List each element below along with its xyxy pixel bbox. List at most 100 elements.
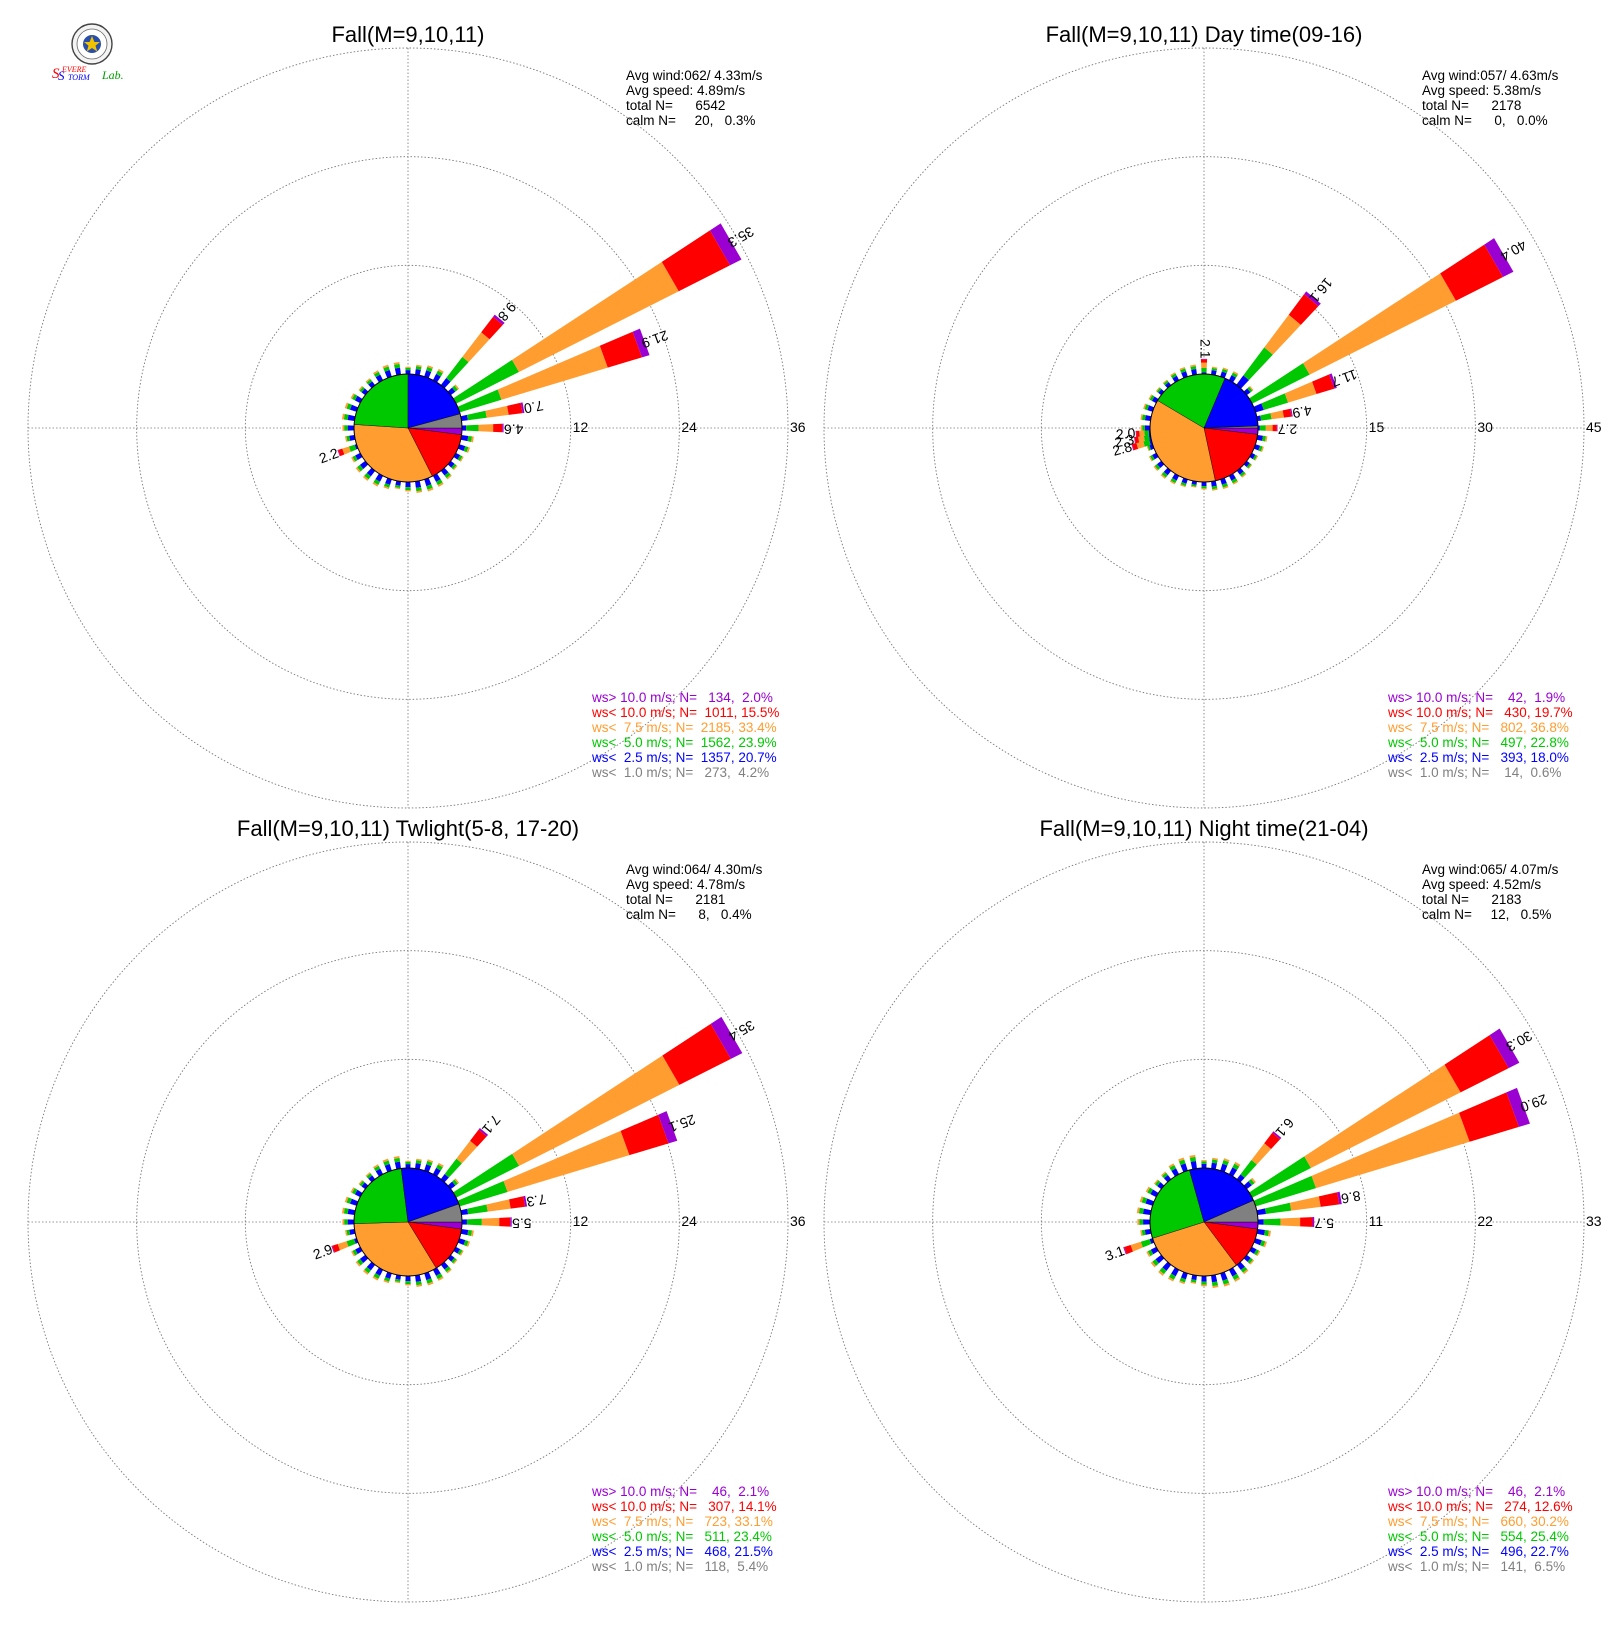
rose-petal-segment [1155, 386, 1160, 392]
rose-petal-segment [375, 1168, 384, 1177]
rose-petal-segment [1178, 1159, 1186, 1166]
rose-petal-segment [1178, 1157, 1185, 1162]
rose-petal-segment [366, 379, 373, 385]
rose-petal-segment [343, 413, 349, 421]
rose-petal-segment [344, 425, 348, 431]
rose-petal-segment [1144, 430, 1150, 436]
rose-petal-segment [365, 1172, 371, 1177]
rose-petal-segment [1228, 1167, 1238, 1177]
rose-petal-segment [1253, 403, 1264, 413]
rose-petal-segment [437, 482, 444, 487]
rose-petal-segment [1303, 273, 1456, 375]
rose-petal-segment [345, 1230, 348, 1236]
rose-petal-segment [415, 1160, 422, 1164]
rose-petal-segment [1264, 1132, 1281, 1149]
rose-petal-segment [457, 444, 466, 451]
panel-title: Fall(M=9,10,11) [331, 22, 484, 47]
rose-petal-segment [1133, 437, 1136, 444]
legend-entry: ws< 2.5 m/s; N= 468, 21.5% [591, 1544, 773, 1559]
rose-petal-segment [427, 487, 434, 492]
rose-petal-segment [1260, 413, 1272, 421]
rose-petal-segment [1141, 1229, 1146, 1236]
rose-petal-segment [355, 1261, 361, 1267]
rose-petal-segment [373, 1165, 381, 1172]
speed-share-slice-green [353, 373, 409, 429]
rose-petal-segment [1272, 424, 1277, 432]
rose-petal-segment [1304, 291, 1321, 307]
radial-tick-label: 33 [1586, 1213, 1602, 1229]
rose-petal-segment [444, 472, 451, 479]
rose-petal-segment [1190, 364, 1196, 367]
rose-petal-segment [384, 1163, 392, 1173]
rose-petal-segment [1222, 367, 1229, 371]
rose-petal-segment [1136, 1207, 1140, 1214]
rose-petal-segment [1161, 471, 1168, 478]
rose-petal-segment [1169, 1164, 1176, 1171]
rose-petal-segment [352, 455, 358, 462]
wind-rose-panel-2: 15 30 45 Fall(M=9,10,11) Day time(09-16) Avg… [823, 22, 1602, 809]
rose-petal-segment [444, 1158, 462, 1178]
rose-petal-segment [382, 1158, 389, 1163]
rose-petal-segment [1254, 455, 1259, 461]
rose-petal-segment [348, 444, 357, 452]
rose-petal-segment [350, 1187, 355, 1193]
rose-petal-segment [347, 1219, 355, 1225]
rose-petal-segment [436, 1164, 443, 1171]
rose-petal-segment [1146, 1251, 1151, 1257]
legend-entry: ws< 2.5 m/s; N= 1357, 20.7% [591, 750, 777, 765]
rose-petal-segment [478, 424, 494, 432]
rose-petal-segment [481, 316, 503, 340]
rose-petal-segment [485, 405, 509, 418]
rose-petal-segment [357, 1258, 364, 1266]
legend-entry: ws< 10.0 m/s; N= 1011, 15.5% [591, 705, 779, 720]
rose-petal-segment [1180, 482, 1187, 487]
rose-petal-segment [457, 1181, 508, 1207]
rose-petal-segment [346, 403, 352, 410]
rose-petal-segment [1223, 1282, 1230, 1287]
rose-petal-segment [1154, 464, 1161, 470]
severe-storm-lab-logo: S EVERE S TORM Lab. [52, 22, 144, 82]
rose-petal-segment [1190, 485, 1197, 488]
rose-petal-segment [1459, 1092, 1519, 1142]
rose-petal-segment [632, 328, 650, 358]
rose-petal-segment [1329, 373, 1337, 389]
rose-petal-segment [1180, 1163, 1188, 1173]
rose-petal-segment [1144, 1229, 1152, 1235]
rose-petal-segment [1201, 481, 1207, 487]
rose-petal-segment [1253, 1238, 1262, 1246]
rose-petal-segment [1211, 366, 1218, 369]
rose-petal-segment [502, 423, 504, 433]
rose-petal-segment [1506, 1087, 1530, 1127]
rose-petal-segment [345, 436, 348, 442]
rose-petal-segment [1247, 1257, 1254, 1264]
rose-petal-segment [1264, 1202, 1292, 1214]
stats-line: calm N= 0, 0.0% [1422, 113, 1548, 128]
rose-petal-segment [416, 364, 422, 368]
rose-petal-segment [462, 332, 490, 363]
rose-petal-segment [460, 435, 469, 442]
rose-petal-segment [405, 1281, 411, 1285]
rose-petal-segment [1149, 1238, 1155, 1244]
legend-entry: ws< 7.5 m/s; N= 802, 36.8% [1387, 720, 1569, 735]
logo-s1: S [52, 66, 60, 82]
rose-petal-segment [466, 1241, 471, 1247]
rose-petal-segment [1140, 1239, 1152, 1248]
radial-tick-label: 12 [573, 419, 589, 435]
rose-petal-segment [456, 1140, 478, 1164]
rose-petal-segment [1264, 314, 1301, 355]
radial-tick-label: 45 [1586, 419, 1602, 435]
rose-petal-segment [710, 1016, 743, 1059]
rose-petal-segment [1262, 435, 1266, 442]
rose-petal-segment [1158, 389, 1165, 396]
rose-petal-segment [467, 435, 473, 442]
rose-petal-segment [373, 1273, 381, 1279]
rose-petal-segment [358, 1179, 363, 1185]
rose-petal-segment [499, 1217, 511, 1227]
rose-petal-segment [1243, 460, 1250, 467]
legend-entry: ws< 10.0 m/s; N= 307, 14.1% [591, 1499, 777, 1514]
rose-petal-segment [385, 477, 392, 485]
rose-petal-segment [1137, 1219, 1140, 1225]
rose-petal-segment [1263, 1241, 1268, 1248]
panel-title: Fall(M=9,10,11) Day time(09-16) [1046, 22, 1363, 47]
